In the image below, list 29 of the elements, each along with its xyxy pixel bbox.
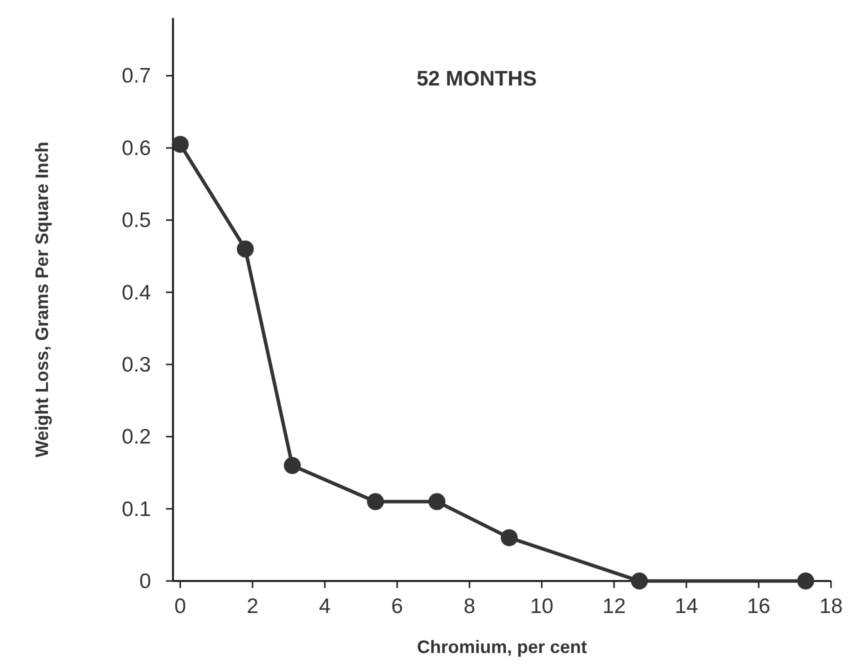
x-tick-label: 4 bbox=[319, 595, 331, 618]
x-tick-label: 12 bbox=[602, 595, 626, 618]
x-tick-label: 6 bbox=[391, 595, 403, 618]
x-tick-label: 16 bbox=[747, 595, 770, 618]
point bbox=[797, 572, 814, 590]
y-axis-title: Weight Loss, Grams Per Square Inch bbox=[32, 142, 52, 458]
y-tick-label: 0.5 bbox=[122, 209, 151, 232]
point bbox=[236, 240, 254, 258]
y-tick-label: 0.7 bbox=[122, 64, 151, 88]
point bbox=[284, 457, 301, 474]
point bbox=[428, 493, 446, 510]
y-tick-label: 0.4 bbox=[122, 281, 152, 304]
text: 52 MONTHS bbox=[416, 68, 537, 91]
y-tick-label: 0 bbox=[139, 570, 151, 593]
y-tick-label: 0.1 bbox=[122, 498, 151, 521]
x-tick-label: 14 bbox=[674, 595, 698, 618]
point bbox=[366, 493, 384, 510]
x-axis-title: Chromium, per cent bbox=[416, 637, 588, 657]
x-tick-label: 0 bbox=[174, 595, 186, 618]
x-tick-label: 18 bbox=[819, 595, 843, 618]
y-tick-label: 0.2 bbox=[122, 426, 151, 449]
point bbox=[630, 572, 648, 590]
point bbox=[172, 136, 189, 153]
x-tick-label: 8 bbox=[464, 595, 476, 618]
y-tick-label: 0.3 bbox=[122, 353, 151, 376]
x-tick-label: 2 bbox=[246, 595, 258, 618]
y-tick-label: 0.6 bbox=[122, 136, 151, 160]
point bbox=[500, 529, 518, 546]
x-tick-label: 10 bbox=[530, 595, 554, 618]
